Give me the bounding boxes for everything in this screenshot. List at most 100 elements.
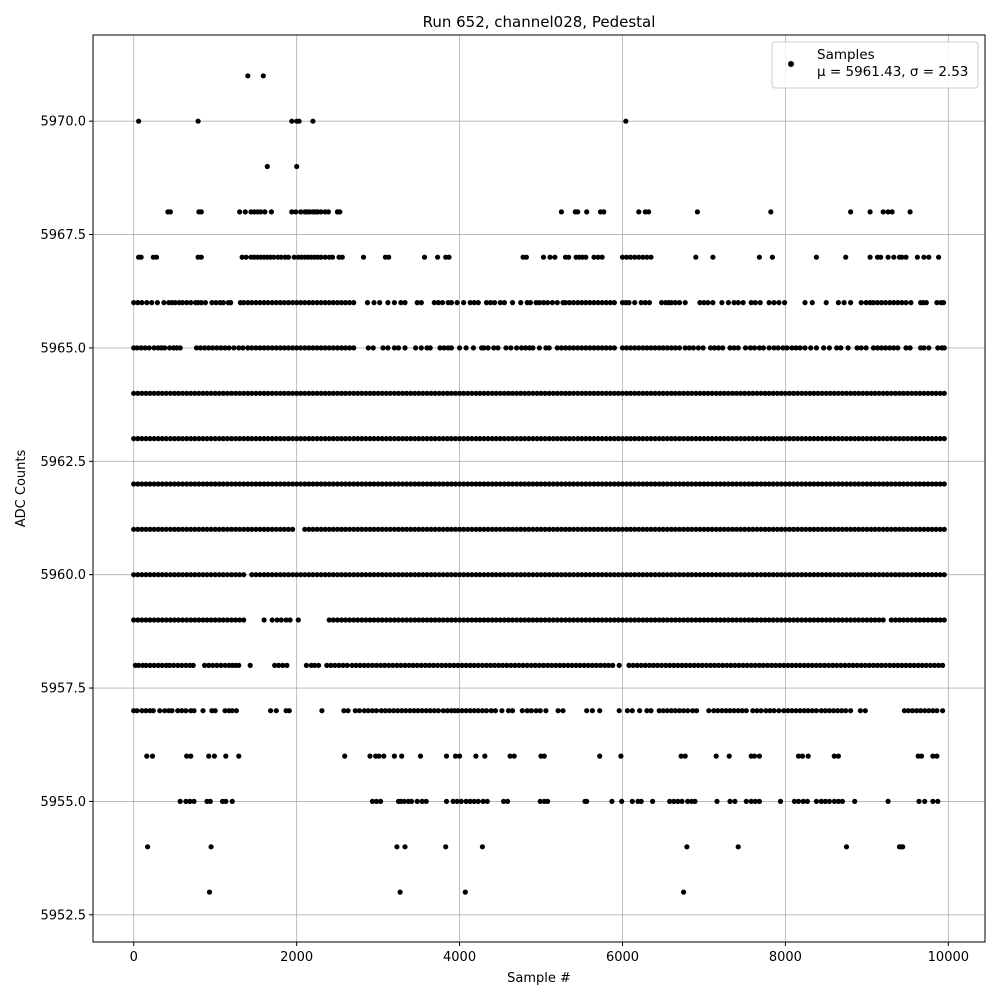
data-point <box>424 617 430 623</box>
data-point <box>668 708 675 714</box>
data-point <box>733 572 740 578</box>
data-point <box>245 436 251 442</box>
data-point <box>562 481 569 487</box>
data-point <box>872 390 878 396</box>
data-point <box>338 526 345 532</box>
data-point <box>766 436 772 442</box>
data-point <box>540 662 547 669</box>
data-point <box>351 436 357 442</box>
data-point <box>705 390 711 396</box>
data-point <box>402 662 408 669</box>
data-point <box>733 436 740 442</box>
data-point <box>756 254 763 260</box>
data-point <box>760 662 767 669</box>
data-point <box>799 390 805 396</box>
data-point <box>257 390 263 396</box>
data-point <box>750 617 756 623</box>
data-point <box>418 345 424 351</box>
data-point <box>685 617 691 623</box>
data-point <box>223 798 229 805</box>
data-point <box>326 436 332 442</box>
data-point <box>452 753 459 759</box>
data-point <box>729 481 736 487</box>
data-point <box>326 390 332 396</box>
data-point <box>497 617 503 623</box>
data-point <box>202 345 208 351</box>
data-point <box>334 572 340 578</box>
data-point <box>843 844 850 850</box>
data-point <box>905 436 911 442</box>
data-point <box>725 300 732 306</box>
data-point <box>573 662 579 669</box>
data-point <box>473 753 479 759</box>
data-point <box>371 481 377 487</box>
data-point <box>848 526 854 532</box>
data-point <box>383 572 389 578</box>
data-point <box>803 526 809 532</box>
data-point <box>216 390 222 396</box>
y-tick-label: 5955.0 <box>41 795 87 810</box>
data-point <box>534 436 540 442</box>
data-point <box>760 345 767 351</box>
data-point <box>188 390 194 396</box>
data-point <box>799 617 805 623</box>
data-point <box>196 526 202 532</box>
data-point <box>452 390 459 396</box>
data-point <box>526 572 532 578</box>
data-point <box>597 753 603 759</box>
data-point <box>265 345 271 351</box>
data-point <box>508 662 514 669</box>
data-point <box>644 481 650 487</box>
data-point <box>163 617 169 623</box>
data-point <box>135 617 141 623</box>
data-point <box>357 662 363 669</box>
data-point <box>310 572 316 578</box>
data-point <box>416 572 422 578</box>
data-point <box>807 390 813 396</box>
data-point <box>224 617 230 623</box>
data-point <box>440 708 446 714</box>
data-point <box>369 662 375 669</box>
data-point <box>720 662 726 669</box>
data-point <box>921 390 927 396</box>
data-point <box>884 526 890 532</box>
data-point <box>167 209 173 215</box>
data-point <box>821 345 827 351</box>
data-point <box>899 662 905 669</box>
data-point <box>363 526 369 532</box>
data-point <box>261 481 267 487</box>
data-point <box>509 708 516 714</box>
data-point <box>785 662 791 669</box>
data-point <box>740 300 746 306</box>
data-point <box>711 345 718 351</box>
data-point <box>294 481 300 487</box>
data-point <box>925 481 931 487</box>
data-point <box>471 662 477 669</box>
data-point <box>459 708 465 714</box>
data-point <box>416 390 422 396</box>
data-point <box>815 390 821 396</box>
data-point <box>629 708 635 714</box>
data-point <box>624 526 630 532</box>
data-point <box>395 526 402 532</box>
data-point <box>766 481 772 487</box>
data-point <box>599 345 605 351</box>
data-point <box>131 526 137 532</box>
data-point <box>253 436 259 442</box>
data-point <box>692 798 698 805</box>
data-point <box>318 209 324 215</box>
data-point <box>654 662 661 669</box>
data-point <box>908 300 914 306</box>
data-point <box>151 617 157 623</box>
data-point <box>373 798 380 805</box>
data-point <box>224 390 230 396</box>
data-point <box>257 345 263 351</box>
data-point <box>766 390 772 396</box>
data-point <box>469 436 475 442</box>
data-point <box>298 345 304 351</box>
data-point <box>507 753 513 759</box>
data-point <box>823 526 829 532</box>
data-point <box>811 526 817 532</box>
data-point <box>719 708 725 714</box>
data-point <box>143 481 149 487</box>
